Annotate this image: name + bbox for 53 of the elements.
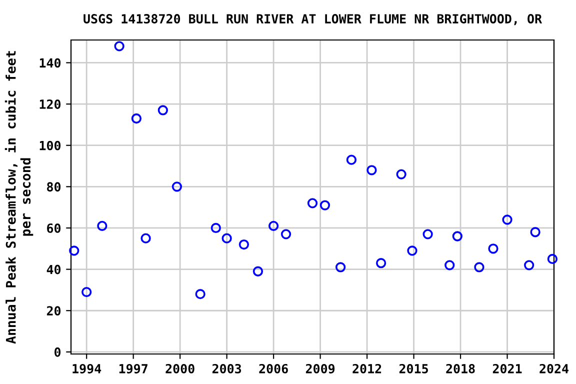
point bbox=[488, 244, 498, 254]
point bbox=[252, 266, 264, 276]
y-tick-label: 140 bbox=[40, 58, 61, 68]
point bbox=[444, 260, 455, 270]
point bbox=[547, 254, 558, 264]
x-tick-label: 2000 bbox=[166, 364, 194, 374]
y-axis-title: Annual Peak Streamflow, in cubic feet per second bbox=[4, 51, 34, 344]
y-tick-label: 0 bbox=[54, 347, 61, 357]
point bbox=[346, 154, 357, 165]
point bbox=[407, 246, 418, 256]
point bbox=[366, 165, 377, 176]
point bbox=[376, 258, 386, 268]
chart-title: USGS 14138720 BULL RUN RIVER AT LOWER FLUME NR BRIGHTWOOD, OR bbox=[84, 14, 542, 26]
point bbox=[158, 105, 168, 116]
point bbox=[524, 260, 534, 270]
x-tick-label: 1994 bbox=[72, 364, 102, 374]
x-tick-label: 2009 bbox=[306, 364, 335, 374]
point bbox=[268, 220, 279, 231]
x-tick-label: 2024 bbox=[540, 364, 568, 374]
y-tick-label: 120 bbox=[40, 100, 61, 109]
point bbox=[69, 246, 80, 256]
point bbox=[530, 227, 540, 238]
y-tick-label: 40 bbox=[46, 264, 61, 274]
x-tick-label: 1997 bbox=[119, 364, 148, 374]
point bbox=[222, 233, 232, 244]
y-tick-label: 60 bbox=[47, 223, 61, 233]
point bbox=[114, 41, 124, 52]
point bbox=[280, 229, 292, 240]
point bbox=[396, 169, 406, 180]
point bbox=[502, 214, 512, 225]
x-tick-label: 2015 bbox=[399, 364, 428, 374]
point bbox=[97, 220, 108, 231]
x-tick-label: 2018 bbox=[446, 364, 475, 374]
point bbox=[320, 200, 330, 210]
point bbox=[140, 233, 151, 244]
point bbox=[452, 231, 462, 242]
point bbox=[422, 229, 433, 240]
point bbox=[210, 222, 221, 234]
point bbox=[474, 262, 484, 272]
point bbox=[307, 198, 318, 208]
point bbox=[172, 182, 182, 192]
y-tick-label: 20 bbox=[46, 306, 61, 316]
x-tick-label: 2012 bbox=[352, 364, 382, 374]
point bbox=[335, 262, 346, 272]
y-tick-label: 80 bbox=[47, 182, 61, 192]
x-tick-label: 2021 bbox=[492, 364, 522, 374]
x-tick-label: 2006 bbox=[259, 364, 288, 374]
point bbox=[131, 113, 142, 124]
y-tick-label: 100 bbox=[40, 140, 61, 150]
point bbox=[195, 289, 206, 300]
point bbox=[82, 286, 92, 298]
x-tick-label: 2003 bbox=[212, 364, 242, 374]
point bbox=[238, 239, 250, 250]
